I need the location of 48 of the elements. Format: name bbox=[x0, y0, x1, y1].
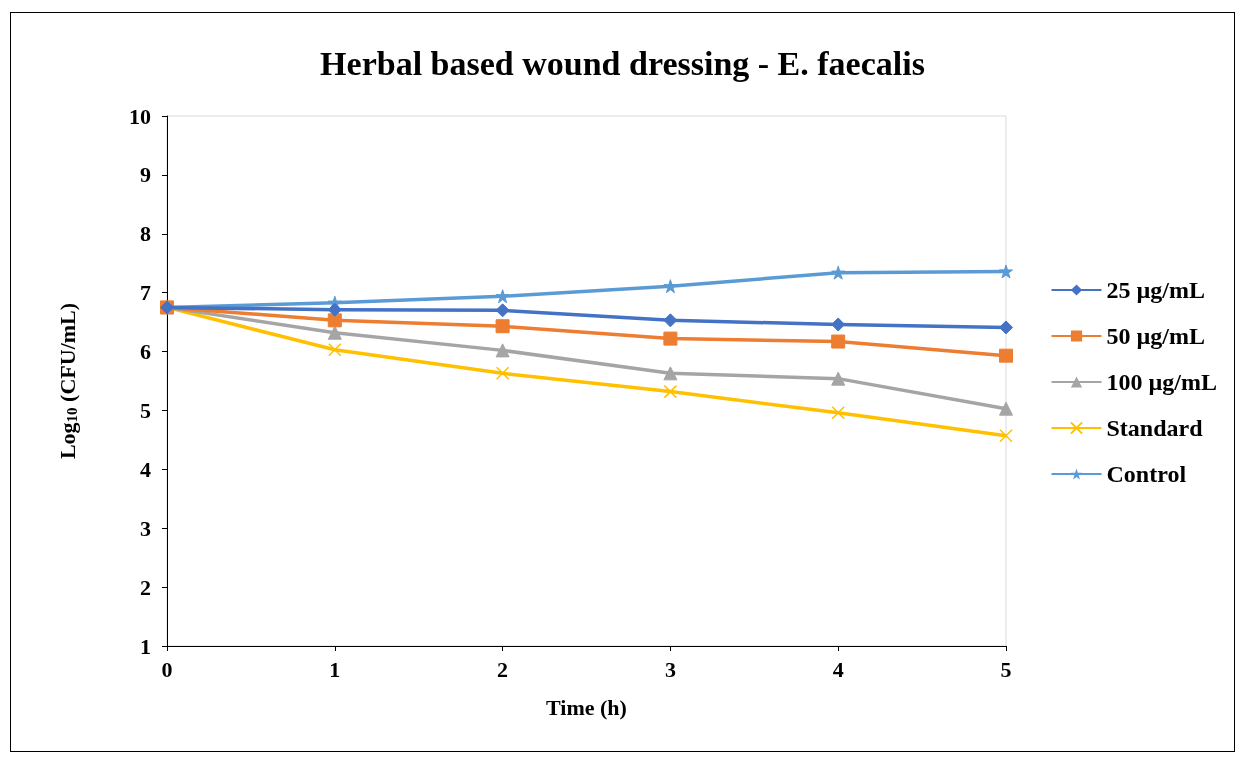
point bbox=[495, 343, 510, 358]
point bbox=[831, 265, 846, 280]
point bbox=[327, 313, 342, 328]
point bbox=[999, 401, 1013, 416]
legend-label: 100 µg/mL bbox=[1106, 369, 1217, 395]
y-axis-title: Log10 (CFU/mL) bbox=[55, 302, 80, 460]
y-tick-label: 6 bbox=[140, 339, 151, 365]
point bbox=[663, 366, 678, 381]
point bbox=[999, 348, 1013, 363]
point bbox=[999, 429, 1013, 443]
legend-label: 50 µg/mL bbox=[1106, 323, 1205, 349]
y-tick-label: 1 bbox=[140, 633, 151, 659]
point bbox=[495, 289, 510, 304]
y-tick-label: 4 bbox=[140, 456, 151, 482]
legend-label: Standard bbox=[1106, 415, 1204, 441]
y-tick-label: 5 bbox=[140, 397, 151, 423]
point bbox=[328, 343, 342, 357]
y-tick-label: 9 bbox=[140, 162, 151, 188]
point bbox=[663, 331, 678, 346]
point bbox=[831, 371, 846, 386]
legend-label: Control bbox=[1106, 461, 1187, 487]
chart-title: Herbal based wound dressing - E. faecalis bbox=[320, 44, 925, 82]
x-tick-label: 0 bbox=[161, 656, 173, 682]
point bbox=[831, 406, 845, 420]
y-tick-label: 2 bbox=[140, 574, 151, 600]
x-tick-label: 1 bbox=[329, 656, 341, 682]
point bbox=[495, 303, 510, 318]
y-tick-label: 3 bbox=[140, 515, 151, 541]
legend-label: 25 µg/mL bbox=[1106, 277, 1205, 303]
point bbox=[831, 334, 846, 349]
point bbox=[663, 384, 678, 399]
point bbox=[663, 313, 678, 328]
point bbox=[495, 366, 510, 381]
y-tick-label: 10 bbox=[129, 103, 151, 129]
x-tick-label: 5 bbox=[1000, 656, 1012, 682]
x-tick-label: 3 bbox=[664, 656, 676, 682]
x-tick-label: 2 bbox=[497, 656, 509, 682]
point bbox=[999, 320, 1013, 335]
x-tick-label: 4 bbox=[832, 656, 844, 682]
point bbox=[831, 317, 846, 332]
point bbox=[327, 325, 342, 340]
x-axis-title: Time (h) bbox=[546, 694, 627, 720]
point bbox=[327, 302, 342, 317]
y-tick-label: 7 bbox=[140, 280, 151, 306]
point bbox=[495, 319, 510, 334]
point bbox=[663, 279, 678, 294]
point bbox=[999, 264, 1013, 279]
y-tick-label: 8 bbox=[140, 221, 151, 247]
